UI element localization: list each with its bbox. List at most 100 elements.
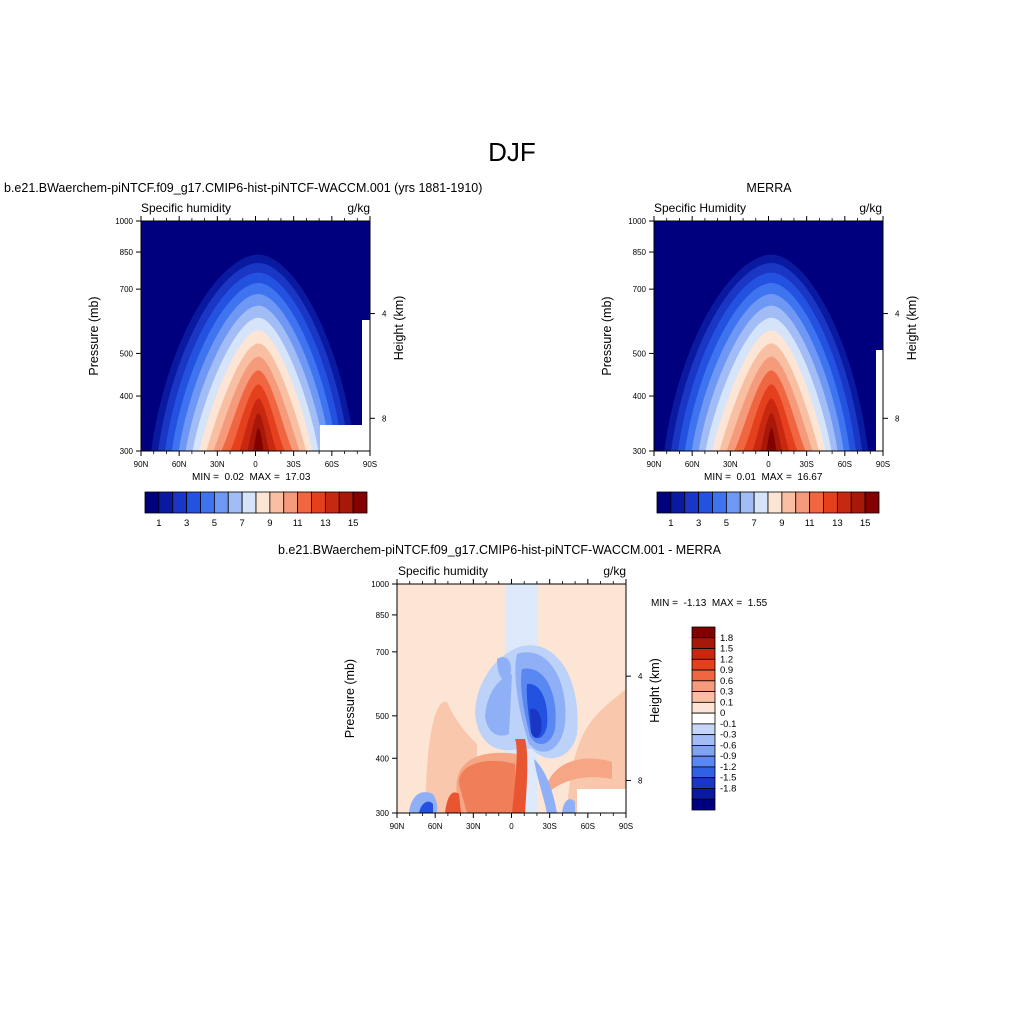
model-cb-box-10	[283, 491, 299, 514]
diff-ylabel-right: Height (km)	[648, 658, 662, 723]
model-cb-box-8	[255, 491, 271, 514]
diff-cb-box-1	[691, 637, 716, 649]
obs-cb-box-6	[739, 491, 755, 514]
diff-cb-label-11: -0.9	[720, 751, 736, 762]
diff-ytick-label-1: 850	[376, 611, 390, 620]
obs-cb-box-9	[781, 491, 797, 514]
obs-cb-label-6: 13	[832, 518, 843, 529]
diff-cb-label-9: -0.3	[720, 730, 736, 741]
diff-ytick-label-0: 1000	[371, 580, 389, 589]
obs-cb-box-1	[670, 491, 686, 514]
diff-cb-box-6	[691, 691, 716, 703]
obs-xtick-label-0: 90N	[647, 460, 662, 469]
model-units-label: g/kg	[347, 201, 370, 215]
obs-topography-mask-0	[876, 350, 883, 451]
diff-minmax: MIN = -1.13 MAX = 1.55	[651, 598, 767, 609]
model-ytick-right-label-1: 8	[382, 414, 387, 423]
model-cb-box-11	[297, 491, 312, 514]
model-cb-box-5	[213, 491, 229, 514]
diff-cb-box-13	[691, 766, 716, 779]
model-topography-mask-1	[362, 320, 370, 425]
diff-region-17	[419, 801, 433, 813]
diff-plot: 90N 60N 30N 0 30S 60S 90S 1000 850 700 500 400 300 4 8…	[343, 579, 662, 831]
diff-cb-label-12: -1.2	[720, 762, 736, 773]
diff-ytick-label-3: 500	[376, 712, 390, 721]
diff-variable-label: Specific humidity	[398, 564, 489, 578]
obs-max-label: MAX =	[761, 472, 792, 483]
diff-cb-label-13: -1.5	[720, 773, 736, 784]
obs-ytick-label-5: 300	[633, 447, 647, 456]
model-xtick-label-1: 60N	[172, 460, 187, 469]
diff-min-label: MIN =	[651, 598, 678, 609]
model-cb-box-12	[311, 491, 326, 514]
diff-region-14	[512, 739, 528, 813]
model-max-label: MAX =	[249, 472, 280, 483]
diff-region-12	[530, 708, 542, 738]
model-ytick-label-1: 850	[120, 248, 134, 257]
diff-cb-box-14	[691, 777, 716, 789]
diff-cb-label-14: -1.8	[720, 783, 736, 794]
obs-plot: 90N 60N 30N 0 30S 60S 90S 1000 850 700 500 400 300 4 8…	[600, 216, 919, 469]
model-xtick-label-5: 60S	[325, 460, 339, 469]
obs-cb-box-4	[712, 491, 727, 514]
model-ytick-right-label-0: 4	[382, 310, 387, 319]
model-xtick-label-2: 30N	[210, 460, 225, 469]
model-plot: 90N 60N 30N 0 30S 60S 90S 1000 850 700 500 400 300 4 8…	[87, 216, 406, 469]
diff-cb-label-4: 0.6	[720, 676, 733, 687]
obs-cb-box-2	[684, 491, 700, 514]
obs-cb-label-0: 1	[668, 518, 673, 529]
obs-ytick-right-label-1: 8	[895, 414, 900, 423]
diff-cb-box-0	[691, 626, 716, 639]
model-ytick-label-4: 400	[120, 392, 134, 401]
obs-xtick-label-5: 60S	[838, 460, 852, 469]
obs-max-value: 16.67	[797, 472, 823, 483]
obs-min-value: 0.01	[736, 472, 756, 483]
model-ylabel: Pressure (mb)	[87, 296, 101, 375]
diff-region-8	[485, 674, 512, 736]
obs-variable-label: Specific Humidity	[654, 201, 747, 215]
model-cb-box-15	[352, 491, 368, 514]
diff-region-5	[458, 760, 517, 813]
diff-ytick-label-5: 300	[376, 809, 390, 818]
obs-xtick-label-4: 30S	[800, 460, 814, 469]
colorbars: 1 3 5 7 9 11 13 15 1 3 5 7 9 11 13 151.81.51.20.90.60.3…	[144, 491, 880, 811]
diff-max-label: MAX =	[711, 598, 743, 609]
diff-max-value: 1.55	[747, 598, 768, 609]
diff-cb-label-2: 1.2	[720, 654, 733, 665]
model-cb-box-7	[241, 491, 257, 514]
obs-cb-box-7	[753, 491, 769, 514]
obs-cb-label-3: 7	[751, 518, 756, 529]
obs-cb-label-5: 11	[805, 518, 815, 529]
obs-cb-box-12	[823, 491, 838, 514]
diff-cb-box-4	[691, 669, 716, 682]
obs-case-title: MERRA	[746, 181, 792, 195]
model-cb-label-2: 5	[212, 518, 217, 529]
diff-cb-label-7: 0	[720, 708, 725, 719]
diff-ytick-right-label-1: 8	[638, 776, 643, 785]
diff-cb-label-0: 1.8	[720, 633, 733, 644]
model-variable-label: Specific humidity	[141, 201, 232, 215]
model-xtick-label-0: 90N	[134, 460, 149, 469]
obs-cb-label-1: 3	[696, 518, 701, 529]
diff-cb-box-12	[691, 755, 716, 768]
diff-cb-label-10: -0.6	[720, 740, 736, 751]
obs-xtick-label-3: 0	[766, 460, 771, 469]
diff-ylabel: Pressure (mb)	[343, 659, 357, 738]
obs-min-label: MIN =	[704, 472, 731, 483]
model-max-value: 17.03	[285, 472, 311, 483]
model-ytick-label-0: 1000	[115, 217, 133, 226]
diff-xtick-label-4: 30S	[543, 822, 557, 831]
obs-ylabel-right: Height (km)	[905, 296, 919, 361]
obs-minmax: MIN = 0.01 MAX = 16.67	[704, 472, 822, 483]
model-minmax: MIN = 0.02 MAX = 17.03	[192, 472, 310, 483]
page-title: DJF	[488, 137, 536, 167]
model-cb-label-7: 15	[348, 518, 359, 529]
diff-xtick-label-2: 30N	[466, 822, 481, 831]
diff-units-label: g/kg	[603, 564, 626, 578]
model-ytick-label-5: 300	[120, 447, 134, 456]
diff-cb-label-5: 0.3	[720, 687, 733, 698]
diff-ytick-right-label-0: 4	[638, 672, 643, 681]
diff-region-20	[577, 789, 626, 813]
obs-cb-box-10	[795, 491, 811, 514]
